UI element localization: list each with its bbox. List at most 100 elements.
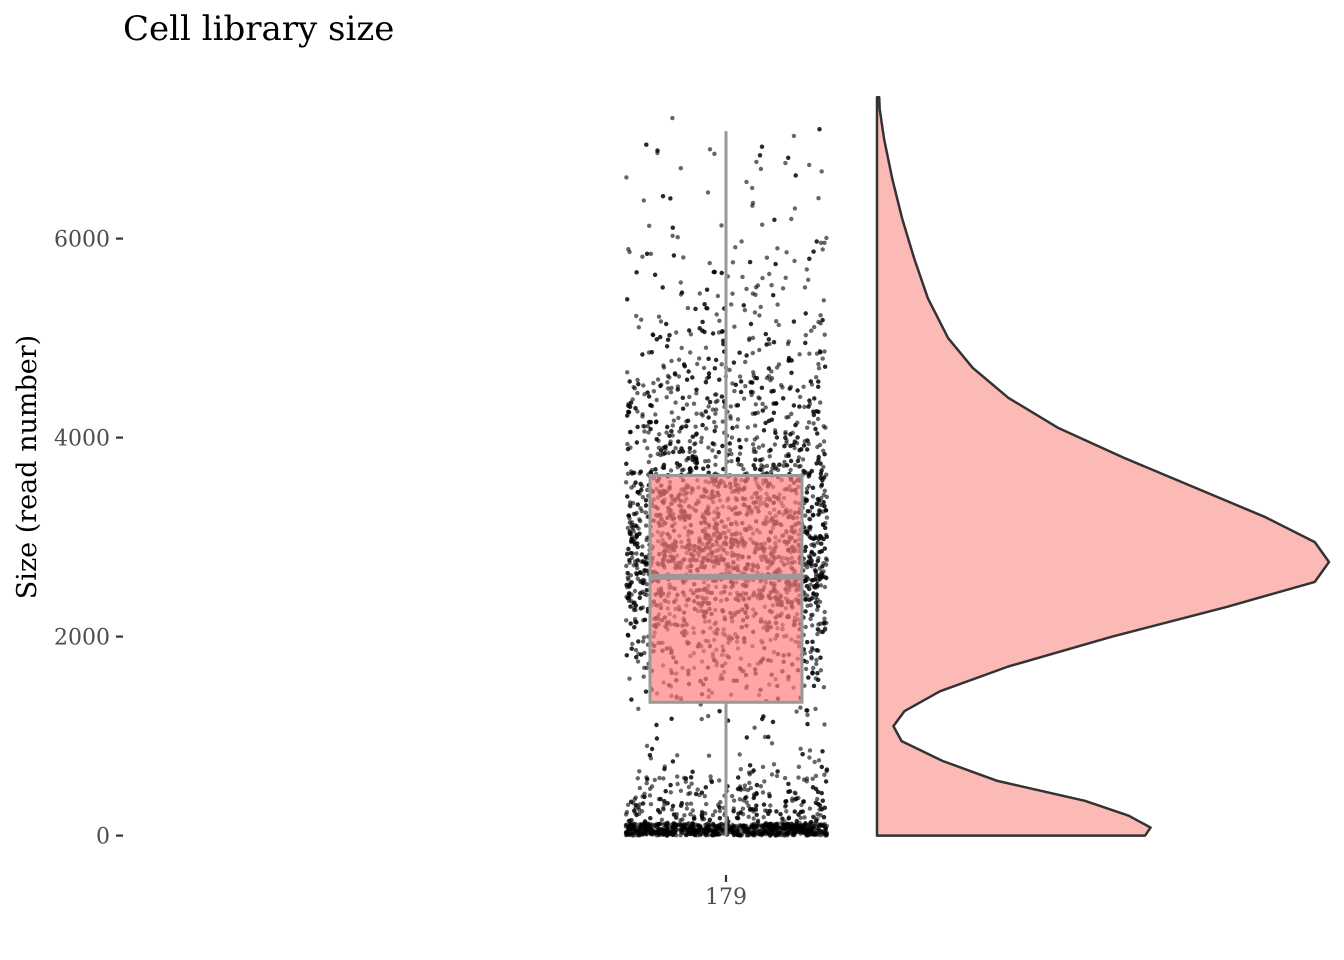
data-point [712,428,717,434]
data-point [816,454,821,460]
data-point [824,515,830,520]
data-point [819,541,824,546]
data-point [807,755,812,760]
data-point [788,432,793,437]
data-point [732,388,737,394]
data-point [648,453,653,458]
data-point [781,396,786,401]
data-point [786,816,791,821]
data-point [736,462,741,467]
data-point [726,828,731,833]
data-point [706,404,711,409]
data-point [771,762,777,767]
data-point [744,353,749,358]
data-point [668,468,674,473]
data-point [769,772,775,777]
data-point [795,435,800,440]
data-point [822,452,827,457]
data-point [747,336,752,341]
data-point [782,833,787,838]
data-point [802,285,808,290]
data-point [805,603,810,608]
data-point [759,144,765,149]
data-point [815,631,820,637]
data-point [741,396,747,401]
data-point [818,313,823,318]
data-point [660,194,666,199]
data-point [821,823,826,828]
data-point [791,831,796,837]
data-point [784,809,789,814]
data-point [791,403,797,408]
data-point [808,555,813,560]
data-point [648,251,654,256]
data-point [767,794,772,799]
data-point [646,459,651,465]
data-point [738,810,743,815]
data-point [758,458,763,463]
data-point [750,335,756,341]
data-point [729,451,734,457]
data-point [803,544,808,550]
data-point [752,826,757,831]
data-point [818,583,824,588]
data-point [635,576,640,581]
data-point [759,463,764,468]
data-point [772,217,777,222]
data-point [747,780,752,786]
data-point [763,420,768,426]
data-point [710,407,716,412]
data-point [676,415,681,421]
data-point [690,434,695,439]
data-point [737,437,742,443]
data-point [735,403,741,408]
data-point [627,558,632,563]
data-point [731,360,737,365]
data-point [822,488,827,493]
data-point [664,430,669,435]
data-point [797,827,803,832]
data-point [687,439,693,444]
data-point [717,709,722,714]
data-point [634,562,639,567]
data-point [753,807,759,812]
data-point [667,333,672,338]
data-point [813,577,818,582]
data-point [624,653,629,658]
data-point [635,390,640,396]
data-point [624,618,629,623]
data-point [807,471,812,476]
data-point [636,829,641,834]
data-point [713,357,719,363]
data-point [805,593,810,598]
data-point [791,823,796,828]
data-point [816,379,821,384]
data-point [712,419,717,425]
data-point [710,331,716,336]
data-point [643,554,648,560]
data-point [674,330,679,335]
data-point [640,254,645,259]
data-point [802,404,807,410]
data-point [816,512,821,517]
data-point [633,647,639,653]
data-point [809,612,814,618]
data-point [794,796,799,801]
data-point [628,621,633,626]
data-point [654,437,659,442]
data-point [805,721,810,727]
data-point [753,285,759,290]
data-point [796,455,802,460]
data-point [744,735,749,740]
data-point [816,384,821,389]
data-point [817,498,822,503]
data-point [703,459,708,464]
data-point [671,449,676,455]
data-point [757,347,762,353]
data-point [806,404,811,409]
data-point [811,665,816,671]
data-point [671,812,677,817]
data-point [771,388,776,394]
data-point [709,779,715,785]
data-point [793,462,798,468]
